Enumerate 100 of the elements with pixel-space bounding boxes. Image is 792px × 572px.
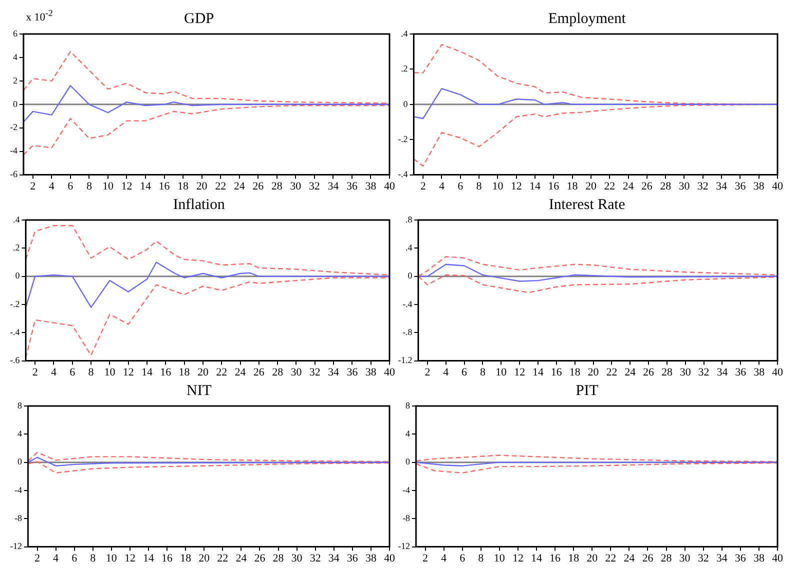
x-tick-label: 36 (734, 552, 746, 564)
y-tick-label: 4 (17, 428, 22, 439)
x-tick-label: 8 (86, 180, 92, 192)
y-tick-label: -6 (10, 169, 18, 180)
chart-title: NIT (186, 382, 212, 399)
x-tick-label: 18 (178, 180, 190, 192)
x-tick-label: 2 (34, 552, 40, 564)
y-tick-label: -4 (14, 484, 22, 495)
x-tick-label: 28 (661, 366, 673, 378)
x-tick-label: 26 (642, 552, 654, 564)
x-tick-label: 2 (30, 180, 36, 192)
x-tick-label: 34 (328, 552, 340, 564)
x-tick-label: 6 (70, 366, 76, 378)
y-tick-label: .4 (12, 214, 20, 224)
x-tick-label: 10 (102, 180, 114, 192)
x-tick-label: 40 (384, 180, 396, 192)
y-tick-label: -.4 (402, 298, 413, 309)
x-tick-label: 8 (478, 552, 484, 564)
y-tick-label: 8 (405, 400, 410, 410)
x-tick-label: 22 (216, 366, 228, 378)
x-tick-label: 30 (678, 180, 690, 192)
x-tick-label: 34 (328, 180, 340, 192)
y-tick-label: 2 (12, 75, 18, 86)
y-tick-label: -.2 (398, 134, 408, 144)
y-tick-label: 0 (408, 270, 413, 281)
x-tick-label: 14 (142, 366, 153, 378)
x-tick-label: 38 (365, 180, 377, 192)
x-tick-label: 20 (198, 552, 210, 564)
y-tick-label: -.4 (398, 169, 408, 180)
x-tick-label: 24 (624, 552, 636, 564)
x-tick-label: 26 (641, 180, 653, 192)
x-tick-label: 40 (772, 552, 784, 564)
x-tick-label: 32 (698, 552, 709, 564)
x-tick-label: 34 (328, 366, 340, 378)
x-tick-label: 12 (510, 180, 522, 192)
y-tick-label: .4 (405, 242, 413, 253)
x-tick-label: 10 (494, 552, 506, 564)
x-tick-label: 24 (622, 180, 634, 192)
x-tick-label: 10 (104, 366, 116, 378)
x-tick-label: 34 (716, 552, 728, 564)
x-tick-label: 40 (384, 552, 396, 564)
x-tick-label: 36 (346, 366, 358, 378)
x-tick-label: 20 (196, 180, 208, 192)
x-tick-label: 28 (271, 180, 283, 192)
x-tick-label: 24 (236, 552, 248, 564)
x-tick-label: 16 (158, 180, 170, 192)
y-tick-label: 4 (405, 428, 410, 439)
y-tick-label: -.8 (402, 327, 413, 337)
x-tick-label: 22 (604, 180, 616, 192)
y-tick-label: -1.2 (398, 355, 412, 366)
x-tick-label: 4 (443, 366, 450, 378)
x-tick-label: 4 (438, 180, 445, 192)
x-tick-label: 18 (178, 366, 190, 378)
x-tick-label: 16 (162, 552, 174, 564)
x-tick-label: 4 (441, 552, 448, 564)
x-tick-label: 12 (514, 366, 526, 378)
x-tick-label: 26 (252, 180, 264, 192)
x-tick-label: 12 (512, 552, 524, 564)
x-tick-label: 10 (496, 366, 508, 378)
y-tick-label: 4 (12, 52, 18, 62)
x-tick-label: 12 (124, 552, 136, 564)
x-tick-label: 24 (624, 366, 636, 378)
x-tick-label: 10 (106, 552, 118, 564)
x-tick-label: 40 (772, 180, 784, 192)
x-tick-label: 26 (254, 552, 266, 564)
x-tick-label: 22 (606, 366, 618, 378)
chart-title: Inflation (173, 196, 226, 213)
x-tick-label: 28 (272, 552, 284, 564)
x-tick-label: 18 (180, 552, 192, 564)
x-tick-label: 20 (586, 552, 598, 564)
x-tick-label: 6 (458, 180, 464, 192)
y-tick-label: 6 (12, 28, 18, 38)
x-tick-label: 18 (566, 180, 578, 192)
y-tick-label: 0 (15, 270, 20, 281)
x-tick-label: 26 (643, 366, 655, 378)
y-tick-label: -4 (10, 146, 18, 156)
y-tick-label: 0 (405, 456, 410, 467)
y-tick-label: -12 (398, 541, 410, 552)
y-tick-label: -.6 (10, 355, 20, 366)
x-tick-label: 12 (122, 366, 134, 378)
y-tick-label: .2 (12, 242, 20, 253)
x-tick-label: 6 (460, 552, 466, 564)
y-tick-label: -12 (10, 541, 22, 552)
x-tick-label: 34 (716, 180, 728, 192)
x-tick-label: 38 (365, 552, 377, 564)
y-tick-label: -2 (10, 122, 18, 132)
x-tick-label: 14 (140, 180, 152, 192)
x-tick-label: 4 (50, 366, 57, 378)
y-tick-label: .4 (400, 28, 408, 38)
x-tick-label: 30 (291, 552, 303, 564)
x-tick-label: 24 (234, 180, 246, 192)
x-tick-label: 10 (492, 180, 504, 192)
chart-title: Interest Rate (548, 196, 626, 213)
x-tick-label: 40 (772, 366, 784, 378)
x-tick-label: 20 (197, 366, 209, 378)
x-tick-label: 16 (160, 366, 172, 378)
x-tick-label: 2 (422, 552, 428, 564)
x-tick-label: 36 (346, 180, 358, 192)
x-tick-label: 2 (32, 366, 38, 378)
x-tick-label: 36 (734, 180, 746, 192)
